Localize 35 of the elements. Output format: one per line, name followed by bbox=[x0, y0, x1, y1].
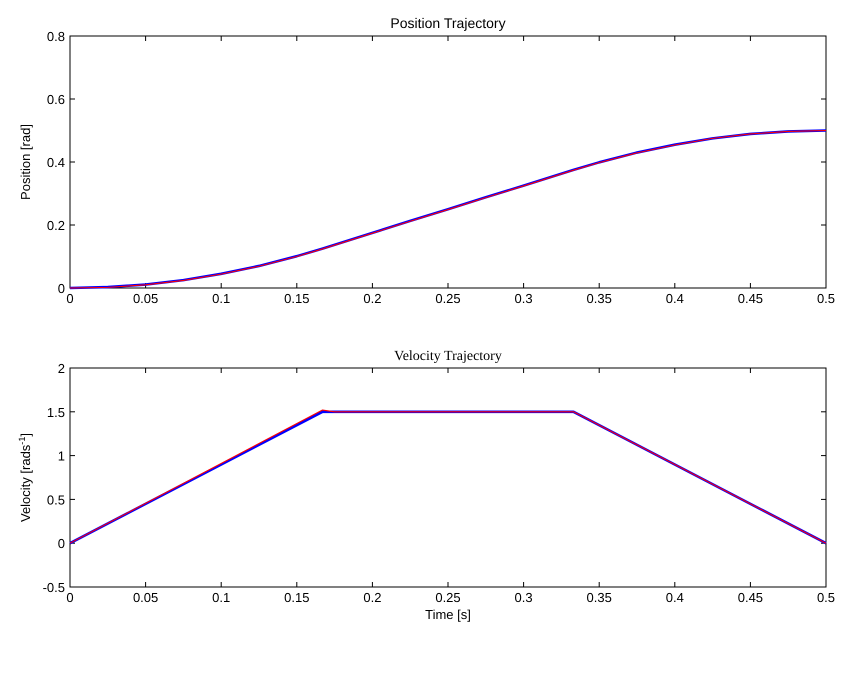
y-axis-title: Position [rad] bbox=[18, 124, 33, 200]
x-tick-label: 0.1 bbox=[212, 590, 230, 605]
x-tick-label: 0.2 bbox=[363, 291, 382, 306]
y-tick-label: 0 bbox=[58, 536, 65, 552]
x-tick-label: 0.45 bbox=[738, 590, 764, 605]
y-tick-label: 1.5 bbox=[46, 404, 65, 420]
x-tick-label: 0.2 bbox=[363, 590, 382, 605]
x-tick-label: 0.05 bbox=[132, 291, 158, 306]
x-tick-label: 0.3 bbox=[514, 291, 533, 306]
x-tick-label: 0.4 bbox=[666, 291, 684, 306]
y-tick-label: 1 bbox=[58, 448, 65, 464]
x-tick-label: 0.3 bbox=[514, 590, 533, 605]
x-tick-label: 0.45 bbox=[738, 291, 764, 306]
x-tick-label: 0.5 bbox=[816, 291, 836, 306]
y-tick-label: 0.5 bbox=[46, 492, 65, 508]
y-tick-label: 0.6 bbox=[46, 92, 65, 107]
x-tick-label: 0.1 bbox=[212, 291, 230, 306]
y-tick-label: 0.4 bbox=[46, 155, 65, 170]
y-tick-label: 0 bbox=[58, 281, 65, 296]
y-tick-label: 2 bbox=[58, 361, 65, 376]
x-tick-label: 0.05 bbox=[132, 590, 158, 605]
x-tick-label: 0.25 bbox=[435, 291, 461, 306]
x-tick-label: 0.35 bbox=[586, 291, 612, 306]
x-tick-label: 0.4 bbox=[666, 590, 684, 605]
y-tick-label: -0.5 bbox=[42, 580, 65, 595]
y-tick-label: 0.2 bbox=[46, 218, 65, 233]
x-tick-label: 0.25 bbox=[435, 590, 461, 605]
x-tick-label: 0.15 bbox=[284, 590, 310, 605]
x-tick-label: 0.35 bbox=[586, 590, 612, 605]
x-axis-title: Time [s] bbox=[425, 607, 471, 622]
y-tick-label: 0.8 bbox=[46, 29, 65, 44]
chart-title: Position Trajectory bbox=[390, 15, 506, 31]
x-tick-label: 0.15 bbox=[284, 291, 310, 306]
x-tick-label: 0.5 bbox=[816, 590, 836, 605]
chart-title: Velocity Trajectory bbox=[394, 349, 502, 364]
